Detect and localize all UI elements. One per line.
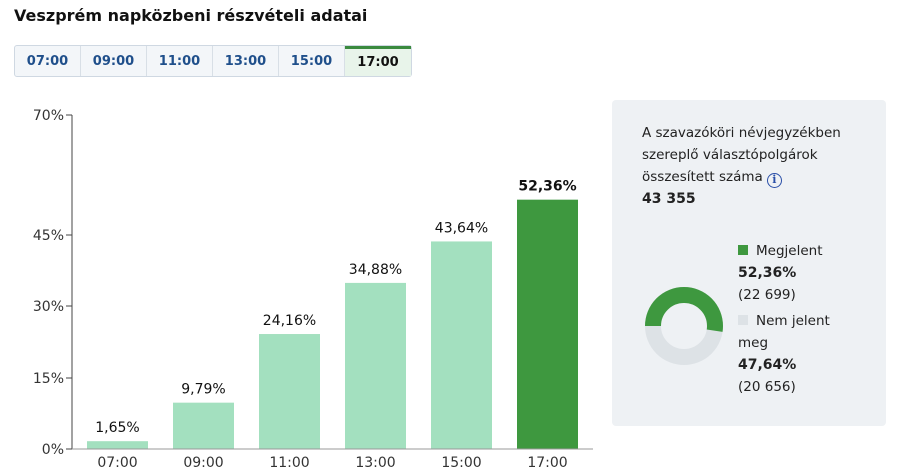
- y-tick-label: 45%: [33, 228, 64, 244]
- bar-0900: [173, 402, 234, 449]
- tab-0700[interactable]: 07:00: [15, 46, 81, 76]
- data-label: 1,65%: [95, 420, 139, 436]
- info-panel: A szavazóköri névjegyzékben szereplő vál…: [612, 100, 886, 426]
- info-icon[interactable]: i: [766, 172, 782, 188]
- x-tick-label: 07:00: [97, 455, 137, 471]
- not-appeared-swatch: [738, 315, 748, 325]
- tab-1300[interactable]: 13:00: [213, 46, 279, 76]
- bar-1500: [431, 241, 492, 449]
- registered-voters-total: 43 355: [642, 191, 696, 207]
- appeared-count: (22 699): [738, 287, 796, 303]
- appeared-percent: 52,36%: [738, 265, 797, 281]
- bar-1300: [345, 282, 406, 449]
- x-tick-label: 15:00: [441, 455, 481, 471]
- y-tick-label: 0%: [42, 442, 64, 458]
- y-tick-label: 30%: [33, 299, 64, 315]
- donut-appeared-arc: [645, 287, 723, 365]
- tab-1100[interactable]: 11:00: [147, 46, 213, 76]
- turnout-donut: [645, 287, 723, 365]
- data-label: 34,88%: [349, 262, 402, 278]
- data-label: 24,16%: [263, 313, 316, 329]
- data-label: 52,36%: [518, 179, 576, 195]
- tab-1700[interactable]: 17:00: [345, 46, 411, 76]
- tab-1500[interactable]: 15:00: [279, 46, 345, 76]
- bar-1700: [517, 199, 578, 449]
- x-tick-label: 17:00: [527, 455, 567, 471]
- registered-voters-label: A szavazóköri névjegyzékben szereplő vál…: [642, 122, 872, 188]
- bar-1100: [259, 334, 320, 449]
- not-appeared-count: (20 656): [738, 379, 796, 395]
- not-appeared-percent: 47,64%: [738, 357, 797, 373]
- appeared-swatch: [738, 245, 748, 255]
- appeared-label: Megjelent: [756, 243, 823, 259]
- bar-0700: [87, 441, 148, 449]
- registered-voters-text: A szavazóköri névjegyzékben szereplő vál…: [642, 125, 841, 185]
- y-tick-label: 70%: [33, 108, 64, 124]
- turnout-bar-chart: 0% 15% 30% 45% 70% 1,65% 07:00 9,79% 09:00 24,16%…: [33, 108, 593, 471]
- data-label: 43,64%: [435, 220, 488, 236]
- x-tick-label: 09:00: [183, 455, 223, 471]
- legend-appeared: Megjelent: [738, 240, 848, 262]
- time-tabs: 07:00 09:00 11:00 13:00 15:00 17:00: [14, 45, 412, 77]
- data-label: 9,79%: [181, 382, 225, 398]
- not-appeared-label: Nem jelent meg: [738, 313, 830, 351]
- x-tick-label: 11:00: [269, 455, 309, 471]
- x-tick-label: 13:00: [355, 455, 395, 471]
- y-tick-label: 15%: [33, 371, 64, 387]
- donut-legend: Megjelent 52,36% (22 699) Nem jelent meg…: [738, 240, 848, 398]
- legend-not-appeared: Nem jelent meg: [738, 310, 848, 354]
- tab-0900[interactable]: 09:00: [81, 46, 147, 76]
- page-title: Veszprém napközbeni részvételi adatai: [14, 6, 368, 25]
